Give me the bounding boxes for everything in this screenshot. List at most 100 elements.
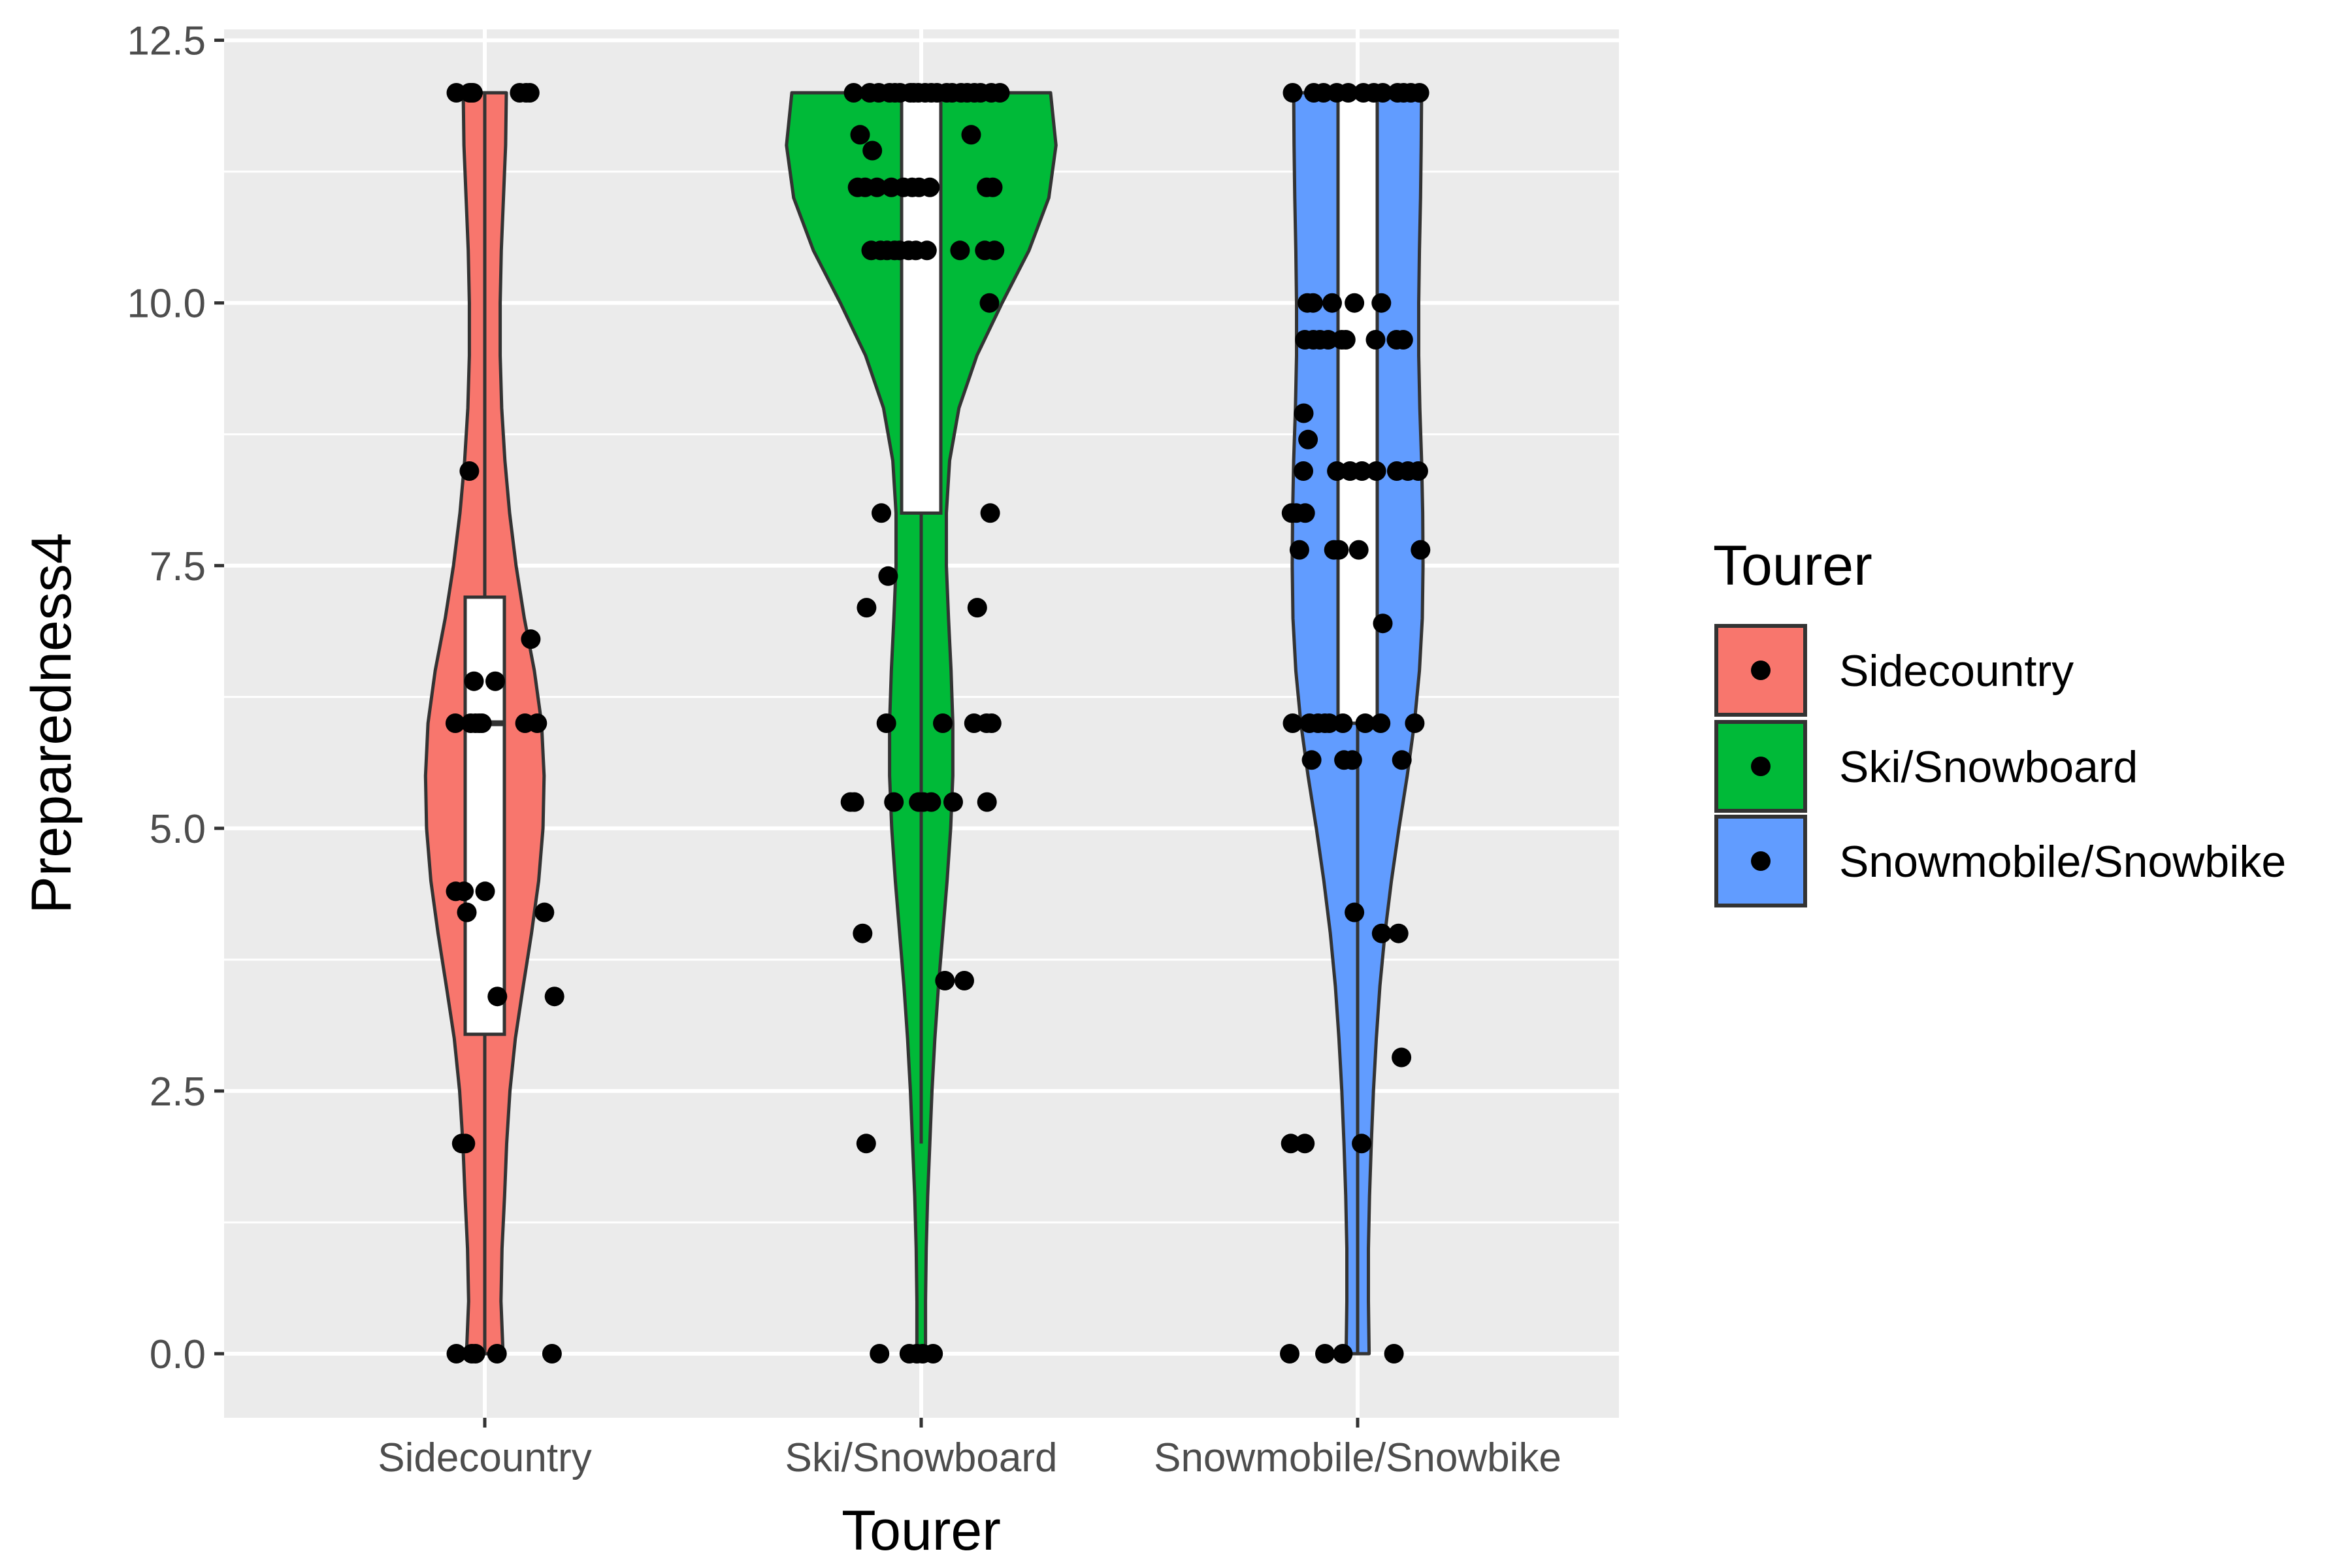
data-point: [1295, 1134, 1315, 1154]
box-iqr: [900, 91, 943, 515]
data-point: [1329, 540, 1349, 560]
data-point: [534, 902, 555, 923]
data-point: [1388, 923, 1409, 943]
box-iqr: [1336, 91, 1379, 725]
x-axis-title: Tourer: [841, 1499, 1001, 1562]
data-point: [983, 177, 1003, 197]
legend-key-point: [1751, 757, 1771, 776]
data-point: [1409, 83, 1429, 103]
data-point: [878, 566, 898, 586]
data-point: [884, 792, 904, 812]
legend-title: Tourer: [1713, 534, 1872, 597]
data-point: [1392, 1047, 1412, 1068]
data-point: [464, 671, 484, 691]
data-point: [985, 240, 1005, 261]
data-point: [445, 713, 465, 733]
data-point: [857, 598, 877, 618]
data-point: [980, 503, 1000, 523]
data-point: [843, 83, 864, 103]
data-point: [1338, 83, 1358, 103]
data-point: [844, 792, 864, 812]
data-point: [1282, 713, 1303, 733]
data-point: [1371, 713, 1391, 733]
data-point: [943, 792, 963, 812]
data-point: [853, 923, 873, 943]
data-point: [867, 177, 887, 197]
legend-label: Sidecountry: [1839, 646, 2074, 696]
data-point: [487, 987, 508, 1007]
box-iqr: [463, 595, 506, 1036]
x-tick-label: Snowmobile/Snowbike: [1154, 1435, 1561, 1480]
data-point: [1411, 540, 1431, 560]
data-point: [876, 713, 896, 733]
data-point: [1342, 750, 1362, 770]
legend-label: Snowmobile/Snowbike: [1839, 837, 2286, 887]
data-point: [459, 461, 480, 481]
data-point: [472, 713, 492, 733]
data-point: [1294, 461, 1313, 481]
y-tick-label: 12.5: [127, 19, 206, 64]
data-point: [1348, 540, 1369, 560]
x-tick-label: Ski/Snowboard: [785, 1435, 1057, 1480]
y-tick-label: 5.0: [150, 807, 206, 852]
data-point: [1405, 713, 1425, 733]
data-point: [1371, 293, 1392, 313]
data-point: [981, 713, 1002, 733]
data-point: [465, 1344, 485, 1364]
data-point: [542, 1344, 562, 1364]
y-tick-label: 10.0: [127, 282, 206, 327]
data-point: [1333, 713, 1353, 733]
data-point: [521, 629, 541, 649]
y-tick-label: 2.5: [150, 1070, 206, 1115]
legend-key-point: [1751, 661, 1771, 680]
data-point: [1355, 713, 1375, 733]
data-point: [977, 792, 997, 812]
data-point: [1319, 713, 1339, 733]
legend-key-point: [1751, 851, 1771, 871]
data-point: [1282, 83, 1303, 103]
data-point: [454, 881, 474, 902]
data-point: [1281, 1134, 1301, 1154]
data-point: [519, 83, 540, 103]
data-point: [1335, 330, 1356, 350]
data-point: [1352, 461, 1372, 481]
data-point: [923, 1344, 943, 1364]
data-point: [990, 83, 1010, 103]
data-point: [1322, 293, 1342, 313]
data-point: [1289, 540, 1309, 560]
data-point: [961, 125, 981, 145]
data-point: [446, 1344, 466, 1364]
data-point: [527, 713, 547, 733]
data-point: [1393, 330, 1413, 350]
data-point: [544, 987, 564, 1007]
data-point: [933, 713, 953, 733]
data-point: [1352, 1134, 1372, 1154]
data-point: [1345, 293, 1365, 313]
data-point: [1301, 750, 1322, 770]
data-point: [862, 140, 883, 161]
data-point: [917, 240, 937, 261]
data-point: [1373, 83, 1393, 103]
data-point: [1295, 503, 1315, 523]
data-point: [967, 598, 987, 618]
data-point: [1333, 1344, 1353, 1364]
data-point: [1315, 1344, 1335, 1364]
axes: 0.0 2.5 5.0 7.5 10.0 12.5 Sidecountry Ski/Snowb…: [127, 19, 1561, 1480]
data-point: [1365, 330, 1386, 350]
y-tick-label: 7.5: [150, 544, 206, 589]
data-point: [1371, 923, 1392, 943]
legend-key: [1714, 624, 1807, 717]
data-point: [455, 1134, 476, 1154]
data-point: [485, 671, 505, 691]
data-point: [1408, 461, 1428, 481]
y-tick-label: 0.0: [150, 1332, 206, 1377]
data-point: [1303, 293, 1323, 313]
data-point: [979, 293, 1000, 313]
data-point: [1373, 613, 1393, 634]
data-point: [1392, 750, 1412, 770]
data-point: [463, 83, 483, 103]
data-point: [850, 125, 870, 145]
legend: Tourer Sidecountry Ski/Snowboard Snowmobil…: [1713, 534, 2286, 907]
data-point: [1280, 1344, 1299, 1364]
